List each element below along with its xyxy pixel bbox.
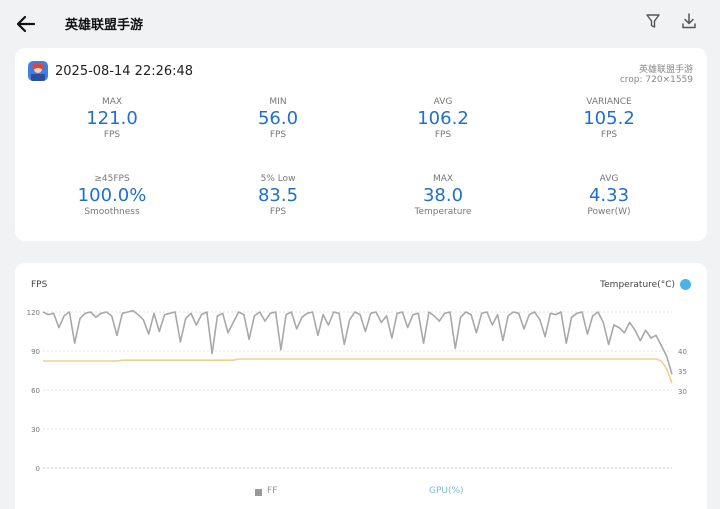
stat-max-temperature: MAX 38.0 Temperature [373,174,513,217]
stat-value: 121.0 [86,108,138,129]
y-tick-label-left: 90 [31,348,40,356]
fps-series-line [42,309,673,375]
stat-value: 4.33 [588,185,630,206]
stat-value: 105.2 [583,108,635,129]
stat-unit: Smoothness [84,207,140,217]
stat-unit: FPS [269,207,287,217]
stat-smoothness: ≥45FPS 100.0% Smoothness [42,174,182,217]
stat-unit: Temperature [414,207,472,217]
legend-gpu-label[interactable]: GPU(%) [429,486,464,496]
stat-label: MAX [432,174,454,184]
legend-overlay [281,486,431,500]
stat-unit: FPS [600,130,618,140]
page-title: 英雄联盟手游 [65,18,144,33]
stat-avg-power: AVG 4.33 Power(W) [539,174,679,217]
fps-temperature-chart: 120 90 60 30 0 40 35 30 [27,309,687,473]
session-timestamp: 2025-08-14 22:26:48 [55,64,194,79]
temperature-series-line [43,358,673,384]
y-tick-label-left: 120 [27,309,40,317]
y-tick-label-right: 30 [678,388,687,396]
stat-value: 106.2 [417,108,469,129]
temperature-axis-title: Temperature(°C) [600,280,675,290]
stat-variance-fps: VARIANCE 105.2 FPS [539,97,679,140]
stat-label: MIN [269,97,287,107]
stat-label: AVG [433,97,453,107]
y-tick-label-left: 30 [31,426,40,434]
chart-title: FPS [31,280,48,290]
stat-value: 56.0 [257,108,299,129]
stat-value: 38.0 [422,185,464,206]
back-arrow-icon[interactable] [14,12,38,36]
stat-unit: FPS [434,130,452,140]
crop-label: crop: 720×1559 [619,75,693,85]
stat-max-fps: MAX 121.0 FPS [42,97,182,140]
stat-label: ≥45FPS [94,174,130,184]
app-icon [28,61,48,81]
chart-legend: FF GPU(%) [255,486,495,500]
stat-label: MAX [101,97,123,107]
download-icon[interactable] [679,11,699,31]
y-tick-label-left: 0 [36,465,40,473]
legend-fps-swatch[interactable] [255,489,262,496]
stat-unit: FPS [269,130,287,140]
stat-5pct-low: 5% Low 83.5 FPS [208,174,348,217]
temperature-toggle-icon[interactable] [680,279,691,290]
y-tick-label-right: 40 [678,348,687,356]
y-tick-label-left: 60 [31,387,40,395]
stat-value: 83.5 [257,185,299,206]
y-tick-label-right: 35 [678,368,687,376]
chart-card: FPS Temperature(°C) 120 90 60 30 0 40 35 30 FF … [15,263,707,509]
stat-unit: Power(W) [587,207,631,217]
stat-label: AVG [599,174,619,184]
filter-icon[interactable] [644,12,662,30]
stat-avg-fps: AVG 106.2 FPS [373,97,513,140]
summary-card: 2025-08-14 22:26:48 英雄联盟手游 crop: 720×155… [15,48,707,241]
stat-value: 100.0% [77,185,147,206]
legend-fps-label[interactable]: FF [267,486,278,496]
stat-label: VARIANCE [586,97,632,107]
stat-unit: FPS [103,130,121,140]
top-bar: 英雄联盟手游 [0,0,720,48]
app-name-label: 英雄联盟手游 [638,65,693,75]
stat-min-fps: MIN 56.0 FPS [208,97,348,140]
stat-label: 5% Low [260,174,296,184]
